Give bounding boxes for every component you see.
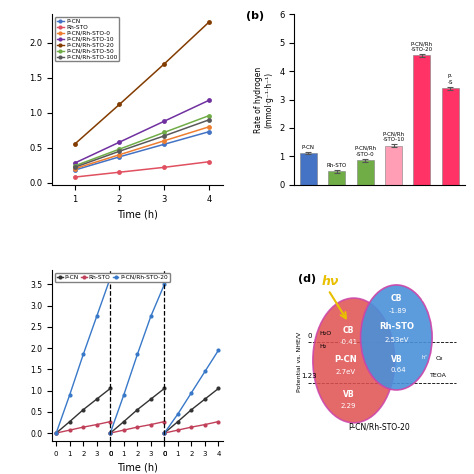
Text: CB: CB [391, 294, 402, 303]
Text: P-CN/Rh
-STO-0: P-CN/Rh -STO-0 [354, 146, 376, 157]
Bar [442, 88, 459, 185]
Bar [328, 171, 345, 185]
P-CN [162, 141, 167, 147]
P-CN/Rh-STO-20 [72, 141, 77, 147]
P-CN/Rh-STO-0 [162, 138, 167, 144]
P-CN/Rh-STO-100 [162, 133, 167, 139]
Text: 0.64: 0.64 [390, 367, 406, 373]
P-CN/Rh-STO-20 [206, 19, 212, 25]
P-CN/Rh-STO-20 [162, 61, 167, 67]
P-CN/Rh-STO-100 [72, 164, 77, 170]
Ellipse shape [313, 298, 395, 423]
Text: P-CN/Rh
-STO-20: P-CN/Rh -STO-20 [411, 41, 433, 52]
Text: VB: VB [343, 390, 355, 399]
P-CN [206, 129, 212, 135]
Text: CB: CB [343, 326, 355, 335]
P-CN/Rh-STO-50 [117, 146, 122, 152]
Line: P-CN/Rh-STO-100: P-CN/Rh-STO-100 [72, 118, 211, 170]
P-CN/Rh-STO-0 [206, 124, 212, 129]
Text: O₂: O₂ [436, 356, 443, 361]
P-CN [117, 154, 122, 160]
Text: VB: VB [391, 355, 402, 364]
Text: P-CN: P-CN [334, 355, 356, 364]
P-CN/Rh-STO-100 [117, 148, 122, 154]
Text: 2.7eV: 2.7eV [335, 369, 356, 375]
P-CN/Rh-STO-10 [72, 160, 77, 166]
P-CN/Rh-STO-50 [72, 163, 77, 169]
Text: P-CN/Rh-STO-20: P-CN/Rh-STO-20 [348, 422, 410, 431]
Text: 2.53eV: 2.53eV [384, 337, 409, 343]
P-CN [72, 167, 77, 173]
Text: 2.29: 2.29 [341, 403, 356, 409]
Y-axis label: Rate of hydrogen
(mmol·g⁻¹·h⁻¹): Rate of hydrogen (mmol·g⁻¹·h⁻¹) [254, 66, 273, 133]
Bar [385, 146, 402, 185]
Line: P-CN/Rh-STO-20: P-CN/Rh-STO-20 [72, 19, 211, 146]
Text: TEOA: TEOA [430, 373, 447, 378]
P-CN/Rh-STO-10 [117, 139, 122, 145]
Text: (d): (d) [298, 273, 316, 283]
P-CN/Rh-STO-20 [117, 101, 122, 107]
Line: P-CN/Rh-STO-10: P-CN/Rh-STO-10 [72, 98, 211, 165]
P-CN/Rh-STO-0 [117, 152, 122, 157]
Rh-STO [72, 174, 77, 180]
X-axis label: Time (h): Time (h) [117, 462, 158, 472]
Line: P-CN/Rh-STO-0: P-CN/Rh-STO-0 [72, 124, 211, 171]
P-CN/Rh-STO-0 [72, 166, 77, 172]
Text: Rh-STO: Rh-STO [379, 322, 414, 331]
Text: hν: hν [321, 275, 339, 288]
Legend: P-CN, Rh-STO, P-CN/Rh-STO-20: P-CN, Rh-STO, P-CN/Rh-STO-20 [55, 273, 170, 282]
Text: P-CN/Rh
-STO-10: P-CN/Rh -STO-10 [383, 131, 405, 142]
X-axis label: Time (h): Time (h) [117, 209, 158, 219]
Text: -0.41: -0.41 [339, 339, 358, 345]
Line: Rh-STO: Rh-STO [72, 159, 211, 180]
Line: P-CN/Rh-STO-50: P-CN/Rh-STO-50 [72, 113, 211, 168]
P-CN/Rh-STO-10 [162, 118, 167, 124]
Rh-STO [206, 159, 212, 164]
P-CN/Rh-STO-50 [206, 113, 212, 118]
Text: H₂O: H₂O [319, 331, 332, 336]
Rh-STO [162, 164, 167, 170]
Text: -1.89: -1.89 [389, 308, 407, 314]
Text: e⁻: e⁻ [422, 297, 428, 302]
Legend: P-CN, Rh-STO, P-CN/Rh-STO-0, P-CN/Rh-STO-10, P-CN/Rh-STO-20, P-CN/Rh-STO-50, P-C: P-CN, Rh-STO, P-CN/Rh-STO-0, P-CN/Rh-STO… [55, 17, 119, 62]
Text: H₂: H₂ [319, 344, 327, 349]
Bar [413, 55, 430, 185]
Text: Rh-STO: Rh-STO [327, 163, 347, 168]
Text: Potential vs. NHE/V: Potential vs. NHE/V [297, 332, 302, 392]
Text: 1.23: 1.23 [301, 374, 317, 380]
P-CN/Rh-STO-50 [162, 129, 167, 135]
Line: P-CN: P-CN [72, 129, 211, 173]
Text: P-
-S: P- -S [447, 74, 453, 85]
Ellipse shape [361, 285, 432, 390]
Text: (b): (b) [246, 11, 264, 21]
P-CN/Rh-STO-100 [206, 117, 212, 123]
Bar [356, 160, 374, 185]
P-CN/Rh-STO-10 [206, 97, 212, 103]
Text: 0: 0 [307, 333, 312, 339]
Text: h⁺: h⁺ [422, 355, 428, 360]
Rh-STO [117, 169, 122, 175]
Bar [300, 153, 317, 185]
Text: P-CN: P-CN [302, 145, 315, 150]
